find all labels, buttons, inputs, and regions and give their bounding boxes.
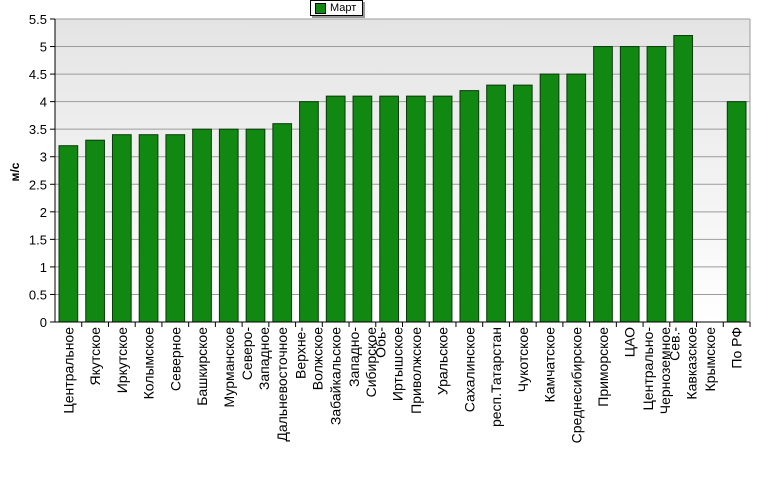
x-tick-label: Среднесибирское bbox=[568, 327, 584, 444]
x-tick-label: По РФ bbox=[729, 327, 745, 369]
x-tick-label: Уральское bbox=[435, 327, 451, 395]
legend-swatch bbox=[315, 2, 326, 14]
x-tick-label: Северное bbox=[167, 327, 183, 391]
x-tick-label: Сев.-Кавказское bbox=[667, 327, 700, 400]
x-tick-labels: Центральное Якутское Иркутское Колымское Сев… bbox=[60, 327, 744, 444]
x-tick-label: Сахалинское bbox=[461, 327, 477, 412]
x-tick-label: Верхне-Волжское bbox=[292, 327, 325, 391]
bar bbox=[566, 73, 587, 323]
x-tick-label: Мурманское bbox=[221, 327, 237, 408]
bar bbox=[619, 46, 640, 323]
y-tick-label: 5.5 bbox=[29, 12, 47, 27]
y-tick-labels: 0 0.5 1 1.5 2 2.5 3 3.5 4 4.5 5 5.5 bbox=[29, 12, 47, 330]
y-tick-label: 2 bbox=[40, 205, 47, 220]
bar bbox=[272, 123, 293, 323]
plot-area bbox=[55, 19, 750, 322]
bar bbox=[406, 95, 426, 323]
y-tick-label: 1.5 bbox=[29, 232, 47, 247]
x-tick-label: Колымское bbox=[141, 327, 157, 400]
bar bbox=[726, 101, 747, 323]
bar bbox=[165, 134, 186, 323]
y-axis-label: м/с bbox=[8, 162, 22, 181]
x-tick-label: Обь-Иртышское bbox=[373, 327, 406, 401]
bar bbox=[352, 95, 373, 323]
bar bbox=[673, 35, 694, 323]
x-tick-label: Дальневосточное bbox=[274, 327, 290, 442]
y-tick-label: 3.5 bbox=[29, 122, 47, 137]
bar bbox=[512, 84, 533, 323]
x-tick-label: Приморское bbox=[595, 327, 611, 407]
y-tick-label: 5 bbox=[40, 40, 47, 55]
bar bbox=[593, 46, 613, 323]
bar bbox=[459, 90, 480, 323]
axes bbox=[50, 18, 751, 327]
x-tick-label: Камчатское bbox=[542, 327, 558, 403]
x-tick-label: Башкирское bbox=[194, 327, 210, 406]
x-tick-label: Чукотское bbox=[515, 327, 531, 392]
x-tick-label: Центральное bbox=[60, 327, 76, 414]
x-tick-label: Центрально-Черноземное bbox=[640, 327, 673, 415]
bar bbox=[85, 139, 105, 323]
x-tick-label: Приволжское bbox=[408, 327, 424, 414]
bar bbox=[192, 128, 212, 323]
bar bbox=[379, 95, 399, 323]
bar bbox=[646, 46, 667, 323]
x-tick-label: Иркутское bbox=[114, 327, 130, 393]
legend-label: Март bbox=[330, 2, 357, 14]
x-tick-label: Якутское bbox=[87, 327, 103, 386]
y-tick-label: 0 bbox=[40, 315, 47, 330]
y-tick-label: 4 bbox=[40, 95, 47, 110]
bar bbox=[218, 128, 239, 323]
bar bbox=[539, 73, 560, 323]
x-tick-label: Западно-Сибирское bbox=[346, 327, 379, 398]
y-tick-label: 4.5 bbox=[29, 67, 47, 82]
y-tick-label: 1 bbox=[40, 260, 47, 275]
bar bbox=[432, 95, 453, 323]
x-tick-label: Забайкальское bbox=[328, 327, 344, 425]
bar bbox=[58, 145, 79, 323]
bar bbox=[325, 95, 346, 323]
bar bbox=[245, 128, 266, 323]
bar bbox=[111, 134, 132, 323]
bar bbox=[138, 134, 159, 323]
x-tick-label: ЦАО bbox=[622, 327, 638, 357]
x-tick-label: Крымское bbox=[702, 327, 718, 392]
bar bbox=[486, 84, 506, 323]
x-tick-label: респ.Татарстан bbox=[488, 327, 504, 427]
bar bbox=[299, 101, 319, 323]
y-tick-label: 3 bbox=[40, 150, 47, 165]
y-tick-label: 0.5 bbox=[29, 287, 47, 302]
y-tick-label: 2.5 bbox=[29, 177, 47, 192]
legend: Март bbox=[310, 0, 364, 16]
x-tick-label: Северо-Западное bbox=[239, 327, 272, 390]
